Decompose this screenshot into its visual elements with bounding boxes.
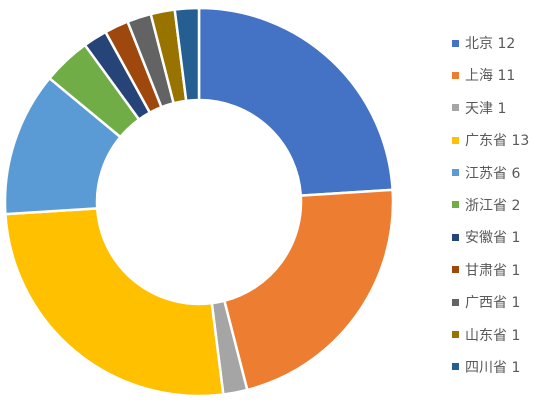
legend-swatch — [452, 39, 459, 47]
legend-swatch — [452, 266, 459, 274]
legend-item-广东省: 广东省 13 — [452, 131, 529, 149]
legend-item-甘肃省: 甘肃省 1 — [452, 261, 529, 279]
legend-swatch — [452, 71, 459, 79]
legend-label: 天津 1 — [465, 100, 507, 117]
legend-item-江苏省: 江苏省 6 — [452, 164, 529, 182]
chart-legend: 北京 12 上海 11 天津 1 广东省 13 江苏省 6 浙江省 2 安徽省 1 甘肃省 1… — [452, 34, 529, 390]
legend-label: 浙江省 2 — [465, 197, 521, 214]
legend-swatch — [452, 363, 459, 371]
legend-label: 安徽省 1 — [465, 230, 521, 247]
legend-item-北京: 北京 12 — [452, 34, 529, 52]
legend-swatch — [452, 298, 459, 306]
legend-swatch — [452, 201, 459, 209]
legend-swatch — [452, 331, 459, 339]
legend-item-天津: 天津 1 — [452, 99, 529, 117]
legend-label: 江苏省 6 — [465, 165, 521, 182]
donut-slice-北京 — [197, 6, 394, 197]
legend-label: 上海 11 — [465, 68, 516, 85]
donut-slice-四川省 — [173, 6, 201, 103]
legend-swatch — [452, 136, 459, 144]
legend-item-广西省: 广西省 1 — [452, 293, 529, 311]
legend-item-上海: 上海 11 — [452, 66, 529, 84]
legend-swatch — [452, 104, 459, 112]
legend-label: 北京 12 — [465, 36, 516, 52]
legend-label: 广西省 1 — [465, 295, 521, 312]
legend-swatch — [452, 169, 459, 177]
legend-item-四川省: 四川省 1 — [452, 358, 529, 376]
donut-slice-广东省 — [4, 207, 225, 398]
donut-slice-上海 — [223, 188, 395, 392]
legend-item-安徽省: 安徽省 1 — [452, 228, 529, 246]
legend-swatch — [452, 233, 459, 241]
legend-item-浙江省: 浙江省 2 — [452, 196, 529, 214]
legend-label: 山东省 1 — [465, 327, 521, 344]
legend-label: 甘肃省 1 — [465, 262, 521, 279]
legend-item-山东省: 山东省 1 — [452, 326, 529, 344]
legend-label: 广东省 13 — [465, 133, 530, 150]
legend-label: 四川省 1 — [465, 359, 521, 376]
